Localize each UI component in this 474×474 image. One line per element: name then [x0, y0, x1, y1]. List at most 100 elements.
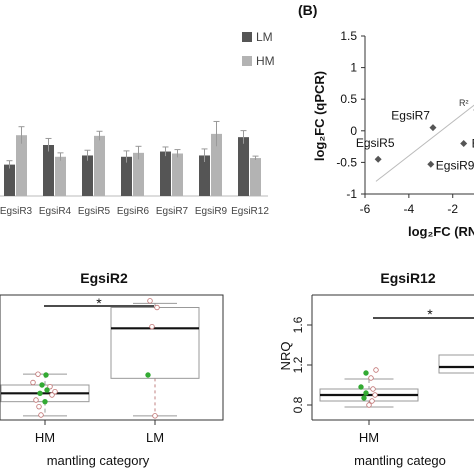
- bar-lm-egsir12: [238, 137, 249, 196]
- boxplot-title-egsir2: EgsiR2: [80, 270, 128, 286]
- y-tick-label: -1: [346, 187, 357, 201]
- scatter-panel-b: (B) 1.510.50-0.5-1 -6 -4 -2 log₂FC (qPCR) …: [298, 2, 474, 239]
- boxplot-x-ticks-egsir2: HM LM: [35, 420, 164, 445]
- data-dot: [30, 379, 36, 386]
- scatter-trend-line: [375, 104, 474, 182]
- boxplot-boxes-egsir2: [0, 302, 200, 417]
- category-label-egsir6: EgsiR6: [117, 206, 150, 217]
- data-dot: [373, 367, 379, 373]
- y-tick-label: 1.2: [291, 356, 305, 373]
- scatter-point-label-egsir5: EgsiR5: [356, 136, 395, 150]
- data-dot: [363, 370, 369, 376]
- category-label-egsir5: EgsiR5: [78, 206, 111, 217]
- x-tick-label: -4: [404, 202, 415, 216]
- significance-star-egsir12: *: [427, 306, 433, 322]
- category-label-egsir9: EgsiR9: [195, 206, 228, 217]
- scatter-point-label-egsir7: EgsiR7: [391, 109, 430, 123]
- bar-lm-egsir9: [199, 155, 210, 196]
- data-dot: [37, 390, 43, 397]
- y-tick-label: 1.5: [340, 29, 357, 43]
- x-tick-label-lm: LM: [146, 430, 164, 445]
- boxplot-y-label-egsir12: NRQ: [278, 342, 293, 371]
- data-dot: [42, 398, 48, 405]
- boxplot-y-ticks-egsir12: 0.8 1.2 1.6: [291, 316, 312, 413]
- category-label-egsir12: EgsiR12: [231, 206, 269, 217]
- x-tick-label: -2: [447, 202, 458, 216]
- data-dot: [358, 384, 364, 390]
- data-dot: [43, 372, 49, 378]
- scatter-point-egsir9: [427, 160, 435, 168]
- boxplot-title-egsir12: EgsiR12: [380, 270, 435, 286]
- bar-lm-egsir3: [4, 164, 15, 196]
- scatter-point-egsir5: [374, 155, 382, 163]
- data-dot: [366, 402, 372, 408]
- scatter-x-ticks: -6 -4 -2: [360, 194, 458, 216]
- y-tick-label: -0.5: [336, 155, 357, 169]
- bar-lm-egsir7: [160, 151, 171, 196]
- bar-legend: LM HM: [242, 30, 275, 68]
- data-dot: [145, 372, 151, 378]
- scatter-point-egsir7: [429, 124, 437, 132]
- boxplot-dots-egsir2: [30, 298, 160, 419]
- data-dot: [49, 392, 55, 398]
- data-dot: [152, 413, 158, 419]
- bar-chart-panel-a: EgsiR3 EgsiR4 EgsiR5 EgsiR6 EgsiR7 EgsiR9 Egsi…: [0, 30, 275, 217]
- box-lm: [110, 307, 200, 379]
- data-dot: [368, 375, 374, 381]
- data-dot: [370, 386, 376, 392]
- data-dot: [47, 383, 53, 390]
- data-dot: [372, 392, 378, 398]
- scatter-y-ticks: 1.5 1 0.5 0 -0.5 -1: [336, 29, 365, 201]
- boxplot-x-label-egsir2: mantling category: [47, 453, 150, 468]
- boxplot-dots-egsir12: [358, 367, 379, 408]
- data-dot: [39, 382, 45, 388]
- significance-star-egsir2: *: [96, 295, 102, 311]
- data-dot: [149, 323, 155, 330]
- bar-hm-egsir7: [172, 153, 183, 196]
- data-dot: [154, 304, 160, 311]
- legend-swatch-lm: [242, 32, 252, 42]
- bar-hm-egsir6: [133, 152, 144, 196]
- scatter-point-label-eg: Eg: [472, 136, 474, 150]
- data-dot: [369, 398, 375, 404]
- bar-series-group: [4, 120, 261, 196]
- data-dot: [44, 387, 50, 393]
- y-tick-label: 1: [350, 61, 357, 75]
- data-dot: [52, 388, 58, 395]
- bar-hm-egsir5: [94, 135, 105, 196]
- bar-hm-egsir3: [16, 135, 27, 196]
- data-dot: [35, 371, 41, 377]
- data-dot: [33, 397, 39, 403]
- legend-label-lm: LM: [256, 30, 273, 44]
- y-tick-label: 0.5: [340, 92, 357, 106]
- data-dot: [38, 412, 44, 418]
- data-dot: [363, 390, 369, 396]
- y-tick-label: 0: [350, 124, 357, 138]
- data-dot: [147, 298, 153, 304]
- bar-lm-egsir5: [82, 155, 93, 196]
- bar-lm-egsir6: [121, 156, 132, 196]
- box-lm: [438, 354, 474, 374]
- category-label-egsir4: EgsiR4: [39, 206, 72, 217]
- x-tick-label-hm: HM: [359, 430, 379, 445]
- scatter-points: EgsiR5 EgsiR7 EgsiR9 Eg: [356, 109, 474, 172]
- bar-lm-egsir4: [43, 145, 54, 196]
- x-tick-label: -6: [360, 202, 371, 216]
- bar-category-labels: EgsiR3 EgsiR4 EgsiR5 EgsiR6 EgsiR7 EgsiR9 Egsi…: [0, 206, 269, 217]
- y-tick-label: 0.8: [291, 396, 305, 413]
- category-label-egsir7: EgsiR7: [156, 206, 189, 217]
- scatter-x-axis-label: log₂FC (RN: [408, 224, 474, 239]
- legend-label-hm: HM: [256, 54, 275, 68]
- bar-hm-egsir4: [55, 156, 66, 196]
- scatter-point-eg: [460, 139, 468, 147]
- scatter-y-axis-label: log₂FC (qPCR): [312, 71, 327, 161]
- x-tick-label-hm: HM: [35, 430, 55, 445]
- legend-swatch-hm: [242, 56, 252, 66]
- boxplot-frame-egsir2: [0, 294, 224, 421]
- scatter-point-label-egsir9: EgsiR9: [436, 158, 474, 172]
- boxplot-panel-egsir2: EgsiR2 * HM LM mantling category: [0, 270, 224, 468]
- category-label-egsir3: EgsiR3: [0, 206, 33, 217]
- data-dot: [36, 403, 42, 410]
